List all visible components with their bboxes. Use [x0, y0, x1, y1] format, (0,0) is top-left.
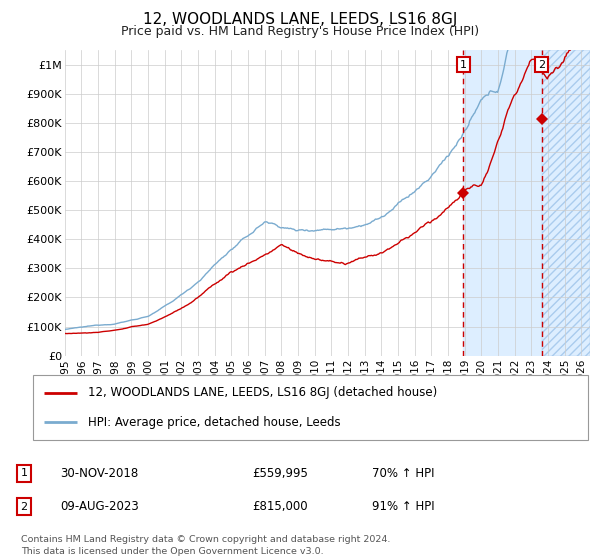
Text: Price paid vs. HM Land Registry's House Price Index (HPI): Price paid vs. HM Land Registry's House …	[121, 25, 479, 38]
Bar	[463, 50, 542, 356]
Text: 1: 1	[460, 59, 467, 69]
Text: 09-AUG-2023: 09-AUG-2023	[60, 500, 139, 514]
Text: 91% ↑ HPI: 91% ↑ HPI	[372, 500, 434, 514]
Text: 30-NOV-2018: 30-NOV-2018	[60, 466, 138, 480]
Text: Contains HM Land Registry data © Crown copyright and database right 2024.
This d: Contains HM Land Registry data © Crown c…	[21, 535, 391, 556]
Text: 70% ↑ HPI: 70% ↑ HPI	[372, 466, 434, 480]
Text: £815,000: £815,000	[252, 500, 308, 514]
Text: 12, WOODLANDS LANE, LEEDS, LS16 8GJ (detached house): 12, WOODLANDS LANE, LEEDS, LS16 8GJ (det…	[89, 386, 438, 399]
Text: HPI: Average price, detached house, Leeds: HPI: Average price, detached house, Leed…	[89, 416, 341, 429]
Text: 2: 2	[20, 502, 28, 512]
Text: 2: 2	[538, 59, 545, 69]
Text: 1: 1	[20, 468, 28, 478]
Text: 12, WOODLANDS LANE, LEEDS, LS16 8GJ: 12, WOODLANDS LANE, LEEDS, LS16 8GJ	[143, 12, 457, 27]
Text: £559,995: £559,995	[252, 466, 308, 480]
FancyBboxPatch shape	[33, 375, 588, 440]
